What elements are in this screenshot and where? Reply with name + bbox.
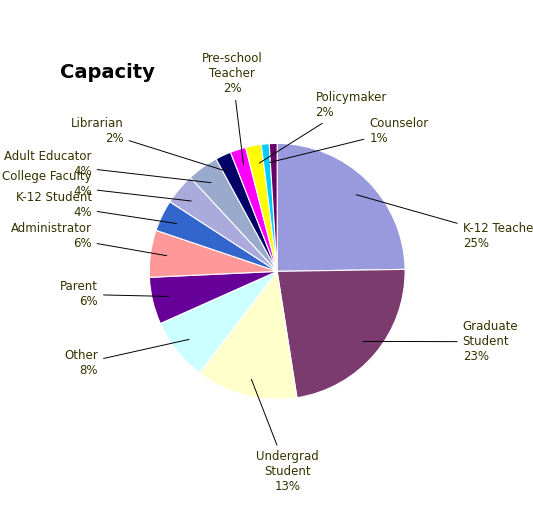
Wedge shape	[199, 271, 297, 399]
Text: K-12 Teacher
25%: K-12 Teacher 25%	[356, 195, 533, 249]
Text: Capacity: Capacity	[60, 62, 155, 81]
Wedge shape	[149, 271, 277, 324]
Wedge shape	[261, 144, 277, 271]
Text: Parent
6%: Parent 6%	[60, 281, 168, 308]
Wedge shape	[156, 202, 277, 271]
Wedge shape	[269, 143, 277, 271]
Text: College Faculty
4%: College Faculty 4%	[2, 170, 191, 201]
Text: Counselor
1%: Counselor 1%	[270, 117, 429, 162]
Text: Librarian
2%: Librarian 2%	[71, 117, 229, 172]
Wedge shape	[277, 143, 405, 271]
Text: Graduate
Student
23%: Graduate Student 23%	[363, 320, 518, 363]
Wedge shape	[230, 147, 277, 271]
Wedge shape	[170, 178, 277, 271]
Text: Adult Educator
4%: Adult Educator 4%	[4, 150, 211, 183]
Wedge shape	[277, 269, 405, 398]
Wedge shape	[149, 230, 277, 278]
Text: Administrator
6%: Administrator 6%	[11, 222, 167, 255]
Text: Other
8%: Other 8%	[64, 339, 189, 377]
Wedge shape	[246, 144, 277, 271]
Wedge shape	[190, 159, 277, 271]
Wedge shape	[160, 271, 277, 373]
Wedge shape	[216, 152, 277, 271]
Text: Policymaker
2%: Policymaker 2%	[260, 91, 387, 163]
Text: K-12 Student
4%: K-12 Student 4%	[15, 191, 176, 224]
Text: Undergrad
Student
13%: Undergrad Student 13%	[252, 379, 319, 494]
Text: Pre-school
Teacher
2%: Pre-school Teacher 2%	[202, 52, 263, 165]
